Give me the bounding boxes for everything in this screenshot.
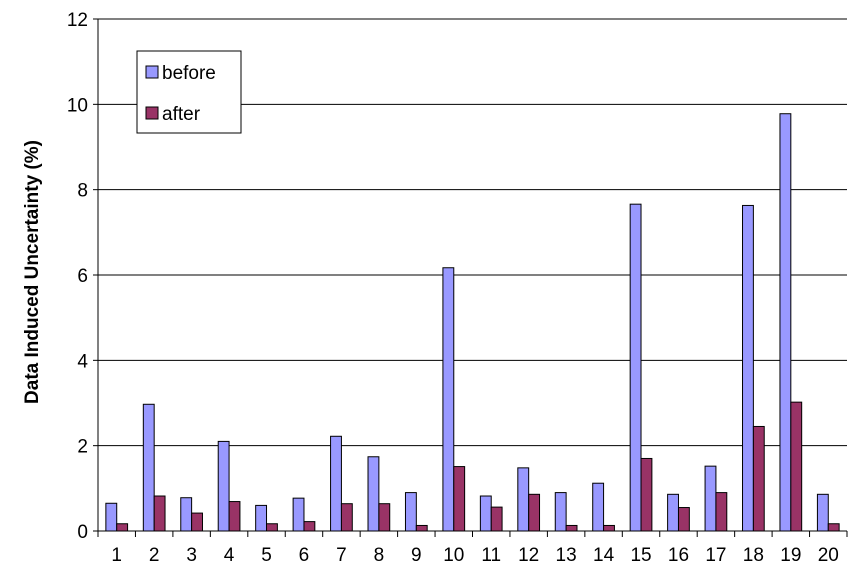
bar-after-1 bbox=[116, 523, 129, 532]
bar-after-19 bbox=[790, 401, 803, 532]
x-tick-label: 11 bbox=[481, 545, 501, 566]
x-tick-label: 9 bbox=[411, 545, 422, 566]
y-tick-label: 8 bbox=[77, 181, 88, 202]
y-tick-label: 2 bbox=[77, 437, 88, 458]
bar-after-8 bbox=[378, 503, 391, 532]
x-tick-label: 3 bbox=[186, 545, 197, 566]
y-tick-label: 6 bbox=[77, 266, 88, 287]
legend: before after bbox=[136, 50, 242, 134]
x-tick-label: 20 bbox=[818, 545, 839, 566]
bar-before-19 bbox=[779, 113, 792, 532]
x-tick-label: 16 bbox=[668, 545, 689, 566]
x-tick-label: 10 bbox=[443, 545, 464, 566]
bar-after-4 bbox=[228, 501, 241, 532]
y-tick-label: 10 bbox=[67, 95, 88, 116]
x-tick-label: 13 bbox=[556, 545, 577, 566]
legend-label-before: before bbox=[162, 63, 216, 84]
x-tick-label: 6 bbox=[299, 545, 310, 566]
bar-before-8 bbox=[367, 456, 380, 532]
bar-before-4 bbox=[217, 440, 230, 532]
x-tick-label: 8 bbox=[374, 545, 385, 566]
bar-after-16 bbox=[677, 507, 690, 532]
bar-after-6 bbox=[303, 521, 316, 532]
bar-after-5 bbox=[266, 523, 278, 532]
bar-before-18 bbox=[742, 204, 754, 532]
bar-before-3 bbox=[180, 497, 193, 532]
bar-before-12 bbox=[517, 467, 530, 532]
bar-after-3 bbox=[191, 512, 203, 532]
bar-after-14 bbox=[603, 524, 615, 532]
bar-before-2 bbox=[142, 403, 155, 532]
bar-before-1 bbox=[105, 502, 118, 532]
bar-after-13 bbox=[565, 524, 578, 532]
bar-before-7 bbox=[330, 435, 342, 532]
bar-after-9 bbox=[415, 524, 428, 532]
x-tick-label: 18 bbox=[743, 545, 764, 566]
x-tick-label: 14 bbox=[593, 545, 615, 566]
bar-after-10 bbox=[453, 466, 466, 532]
bar-before-15 bbox=[629, 203, 642, 532]
bar-after-15 bbox=[640, 457, 653, 532]
x-tick-label: 12 bbox=[518, 545, 539, 566]
bar-after-7 bbox=[340, 503, 353, 532]
bar-after-11 bbox=[490, 506, 503, 532]
bar-before-13 bbox=[554, 492, 567, 532]
x-tick-label: 17 bbox=[705, 545, 726, 566]
legend-label-after: after bbox=[162, 104, 201, 125]
x-tick-label: 7 bbox=[336, 545, 347, 566]
bar-before-14 bbox=[592, 482, 605, 532]
x-tick-label: 19 bbox=[780, 545, 801, 566]
x-tick-label: 15 bbox=[630, 545, 651, 566]
bar-after-12 bbox=[528, 493, 541, 532]
legend-swatch-before bbox=[145, 65, 159, 79]
x-tick-label: 4 bbox=[224, 545, 235, 566]
bar-after-17 bbox=[715, 492, 728, 532]
bar-before-5 bbox=[255, 504, 268, 532]
bar-before-17 bbox=[704, 465, 717, 532]
bar-before-16 bbox=[667, 493, 679, 532]
y-tick-label: 0 bbox=[77, 522, 88, 543]
legend-swatch-after bbox=[145, 106, 159, 120]
y-axis-label: Data Induced Uncertainty (%) bbox=[22, 140, 43, 404]
bar-after-18 bbox=[752, 425, 765, 532]
bar-before-6 bbox=[292, 497, 305, 532]
bar-before-20 bbox=[816, 493, 829, 532]
bar-after-2 bbox=[153, 495, 166, 532]
x-tick-label: 5 bbox=[261, 545, 272, 566]
bar-before-10 bbox=[442, 267, 455, 532]
axes bbox=[93, 18, 848, 537]
bars bbox=[105, 113, 840, 532]
bar-before-9 bbox=[404, 492, 417, 532]
y-tick-label: 12 bbox=[67, 10, 88, 31]
x-tick-label: 2 bbox=[149, 545, 160, 566]
y-tick-label: 4 bbox=[77, 351, 88, 372]
bar-after-20 bbox=[827, 523, 840, 532]
bar-before-11 bbox=[479, 495, 492, 532]
x-tick-label: 1 bbox=[111, 545, 122, 566]
